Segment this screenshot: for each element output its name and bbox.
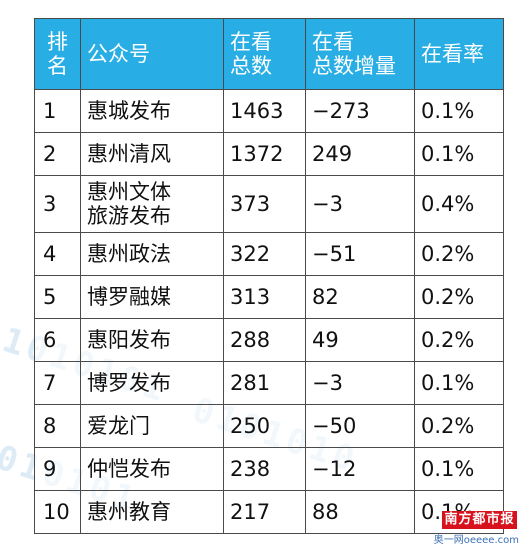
column-header-account: 公众号 bbox=[80, 18, 224, 90]
cell-rate: 0.1% bbox=[414, 361, 504, 405]
cell-rank: 5 bbox=[34, 275, 81, 319]
table-row: 2 惠州清风 1372 249 0.1% bbox=[34, 132, 504, 176]
cell-rate: 0.2% bbox=[414, 275, 504, 319]
cell-rank: 7 bbox=[34, 361, 81, 405]
cell-delta: 82 bbox=[305, 275, 415, 319]
cell-account: 博罗融媒 bbox=[80, 275, 224, 319]
cell-account: 惠州文体 旅游发布 bbox=[80, 175, 224, 233]
cell-delta: −3 bbox=[305, 175, 415, 233]
cell-delta: −3 bbox=[305, 361, 415, 405]
cell-total: 313 bbox=[223, 275, 306, 319]
cell-total: 281 bbox=[223, 361, 306, 405]
cell-rate: 0.2% bbox=[414, 318, 504, 362]
column-header-rate: 在看率 bbox=[414, 18, 504, 90]
cell-rate: 0.4% bbox=[414, 175, 504, 233]
cell-delta: 49 bbox=[305, 318, 415, 362]
cell-total: 288 bbox=[223, 318, 306, 362]
cell-account: 惠阳发布 bbox=[80, 318, 224, 362]
column-header-total: 在看 总数 bbox=[223, 18, 306, 90]
cell-delta: 88 bbox=[305, 490, 415, 534]
cell-rank: 3 bbox=[34, 175, 81, 233]
column-header-rank: 排 名 bbox=[34, 18, 81, 90]
cell-rank: 10 bbox=[34, 490, 81, 534]
table-header-row: 排 名 公众号 在看 总数 在看 总数增量 在看率 bbox=[34, 18, 504, 90]
cell-account: 惠城发布 bbox=[80, 89, 224, 133]
cell-rank: 2 bbox=[34, 132, 81, 176]
cell-account: 惠州清风 bbox=[80, 132, 224, 176]
cell-rate: 0.2% bbox=[414, 404, 504, 448]
cell-rank: 1 bbox=[34, 89, 81, 133]
cell-delta: 249 bbox=[305, 132, 415, 176]
table-row: 3 惠州文体 旅游发布 373 −3 0.4% bbox=[34, 175, 504, 233]
cell-account: 爱龙门 bbox=[80, 404, 224, 448]
cell-total: 322 bbox=[223, 232, 306, 276]
table-row: 8 爱龙门 250 −50 0.2% bbox=[34, 404, 504, 448]
cell-rank: 8 bbox=[34, 404, 81, 448]
website-watermark: 奥一网oeeee.com bbox=[433, 535, 519, 544]
table-row: 5 博罗融媒 313 82 0.2% bbox=[34, 275, 504, 319]
cell-rate: 0.1% bbox=[414, 447, 504, 491]
table-row: 6 惠阳发布 288 49 0.2% bbox=[34, 318, 504, 362]
cell-total: 250 bbox=[223, 404, 306, 448]
cell-total: 238 bbox=[223, 447, 306, 491]
cell-rate: 0.1% bbox=[414, 132, 504, 176]
newspaper-logo: 南方都市报 bbox=[442, 511, 517, 529]
cell-total: 217 bbox=[223, 490, 306, 534]
cell-rank: 4 bbox=[34, 232, 81, 276]
cell-rank: 9 bbox=[34, 447, 81, 491]
cell-delta: −12 bbox=[305, 447, 415, 491]
cell-account: 仲恺发布 bbox=[80, 447, 224, 491]
table-row: 1 惠城发布 1463 −273 0.1% bbox=[34, 89, 504, 133]
table-row: 9 仲恺发布 238 −12 0.1% bbox=[34, 447, 504, 491]
cell-total: 373 bbox=[223, 175, 306, 233]
table-row: 10惠州教育217880.1% bbox=[34, 490, 504, 534]
cell-delta: −50 bbox=[305, 404, 415, 448]
cell-rank: 6 bbox=[34, 318, 81, 362]
table-row: 7 博罗发布 281 −3 0.1% bbox=[34, 361, 504, 405]
cell-account: 惠州教育 bbox=[80, 490, 224, 534]
table-row: 4 惠州政法 322 −51 0.2% bbox=[34, 232, 504, 276]
table-body: 1 惠城发布 1463 −273 0.1% 2 惠州清风 1372 249 0.1% 3 惠州文体 旅… bbox=[34, 89, 504, 534]
cell-delta: −273 bbox=[305, 89, 415, 133]
cell-account: 博罗发布 bbox=[80, 361, 224, 405]
cell-total: 1372 bbox=[223, 132, 306, 176]
ranking-table: 排 名 公众号 在看 总数 在看 总数增量 在看率 1 惠城发布 1463 −273 0… bbox=[34, 18, 504, 534]
cell-total: 1463 bbox=[223, 89, 306, 133]
cell-rate: 0.1% bbox=[414, 89, 504, 133]
column-header-delta: 在看 总数增量 bbox=[305, 18, 415, 90]
cell-rate: 0.2% bbox=[414, 232, 504, 276]
cell-account: 惠州政法 bbox=[80, 232, 224, 276]
cell-delta: −51 bbox=[305, 232, 415, 276]
